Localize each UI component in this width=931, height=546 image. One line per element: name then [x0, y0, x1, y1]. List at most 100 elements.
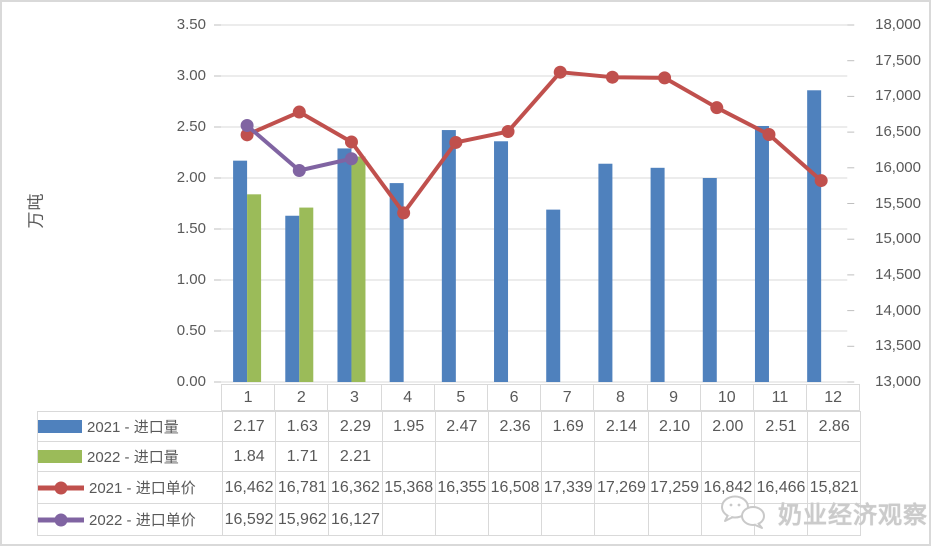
bar-2021 - 进口量 — [650, 167, 665, 382]
line-marker — [710, 101, 724, 115]
line-marker — [658, 71, 672, 85]
table-value-cell — [807, 503, 862, 536]
table-value-cell — [487, 441, 543, 472]
legend-line-swatch-icon — [38, 481, 84, 494]
table-value-cell: 15,821 — [807, 471, 862, 504]
bar-2021 - 进口量 — [285, 215, 300, 382]
table-value-cell — [381, 441, 436, 472]
table-value-cell: 1.95 — [381, 411, 436, 442]
bar-2021 - 进口量 — [807, 90, 822, 382]
month-header-row: 1 2 3 4 5 6 7 8 9 10 11 12 — [220, 384, 861, 411]
table-value-cell: 17,339 — [541, 471, 596, 504]
right-axis-tick: 16,000 — [875, 158, 921, 176]
table-value-cell: 2.00 — [700, 411, 755, 442]
table-value-cell: 15,962 — [275, 503, 330, 536]
table-value-cell: 16,462 — [221, 471, 277, 504]
table-value-cell — [434, 503, 489, 536]
line-series-2022 - 进口单价 — [240, 119, 358, 178]
table-row: 2021 - 进口量 2.17 1.63 2.29 1.95 2.47 2.36 1.69 2.… — [37, 411, 862, 442]
table-value-cell — [700, 503, 755, 536]
left-axis-tick: 3.50 — [176, 16, 206, 33]
bar-2022 - 进口量 — [299, 207, 314, 382]
line-marker — [762, 128, 776, 142]
table-value-cell — [594, 503, 649, 536]
legend-label: 2022 - 进口量 — [87, 449, 179, 466]
line-marker — [344, 135, 358, 149]
bar-2022 - 进口量 — [351, 156, 366, 382]
right-axis-tick: 17,500 — [875, 51, 921, 69]
legend-label: 2021 - 进口量 — [87, 419, 179, 436]
table-value-cell: 2.29 — [328, 411, 383, 442]
gridlines — [214, 24, 855, 383]
right-axis-tick: 13,000 — [875, 373, 921, 390]
right-axis-tick: 14,500 — [875, 265, 921, 283]
table-value-cell: 16,362 — [328, 471, 383, 504]
line-marker — [397, 206, 411, 220]
table-value-cell: 2.14 — [594, 411, 649, 442]
data-table: 2021 - 进口量 2.17 1.63 2.29 1.95 2.47 2.36 1.69 2.… — [37, 411, 862, 536]
table-value-cell: 17,269 — [594, 471, 649, 504]
left-axis-tick: 0.00 — [176, 373, 206, 390]
month-header-cell: 10 — [699, 384, 754, 411]
bar-2021 - 进口量 — [702, 178, 717, 382]
table-value-cell: 2.47 — [434, 411, 489, 442]
table-value-cell — [700, 441, 755, 472]
table-value-cell: 2.17 — [221, 411, 277, 442]
legend-key: 2021 - 进口单价 — [38, 477, 222, 498]
legend-cell: 2022 - 进口单价 — [37, 503, 223, 536]
line-marker — [449, 135, 463, 149]
line-marker — [240, 128, 254, 142]
left-axis-tick: 3.00 — [176, 67, 206, 84]
right-axis-tick: 16,500 — [875, 123, 921, 141]
legend-bar-swatch-icon — [38, 450, 82, 463]
legend-label: 2022 - 进口单价 — [89, 512, 196, 529]
legend-marker — [54, 481, 68, 494]
bar-2022 - 进口量 — [247, 194, 262, 382]
legend-bar-swatch-icon — [38, 420, 82, 433]
line-marker — [501, 125, 515, 139]
bar-2021 - 进口量 — [233, 160, 248, 382]
month-header-cell: 8 — [593, 384, 648, 411]
table-value-cell: 16,842 — [700, 471, 755, 504]
month-header-cell: 2 — [274, 384, 329, 411]
table-value-cell — [381, 503, 436, 536]
table-value-cell — [541, 503, 596, 536]
month-header-cell: 3 — [327, 384, 382, 411]
month-header-cell: 1 — [220, 384, 276, 411]
table-value-cell — [647, 441, 702, 472]
left-axis-tick: 2.00 — [176, 169, 206, 186]
right-axis-tick: 15,500 — [875, 194, 921, 212]
table-value-cell: 1.71 — [275, 441, 330, 472]
table-value-cell: 2.36 — [487, 411, 543, 442]
left-axis-tick: 1.00 — [176, 271, 206, 288]
bar-series-group — [233, 90, 822, 382]
legend-cell: 2021 - 进口单价 — [37, 471, 223, 504]
right-axis-tick: 18,000 — [875, 16, 921, 33]
table-value-cell: 16,592 — [221, 503, 277, 536]
table-value-cell — [594, 441, 649, 472]
table-value-cell — [753, 441, 809, 472]
table-value-cell: 2.51 — [753, 411, 809, 442]
left-axis-tick: 2.50 — [176, 118, 206, 135]
table-row: 2022 - 进口量 1.84 1.71 2.21 — [37, 441, 862, 472]
right-axis-tick: 13,500 — [875, 337, 921, 355]
bar-2021 - 进口量 — [337, 148, 352, 382]
table-value-cell: 17,259 — [647, 471, 702, 504]
table-value-cell — [753, 503, 809, 536]
table-value-cell: 15,368 — [381, 471, 436, 504]
legend-cell: 2021 - 进口量 — [37, 411, 223, 442]
table-value-cell — [487, 503, 543, 536]
line-series-2021 - 进口单价 — [240, 65, 828, 220]
bar-2021 - 进口量 — [754, 125, 769, 382]
line-marker — [292, 164, 306, 178]
table-value-cell — [807, 441, 862, 472]
legend-cell: 2022 - 进口量 — [37, 441, 223, 472]
table-value-cell — [434, 441, 489, 472]
table-row: 2021 - 进口单价 16,462 16,781 16,362 15,368 16,35… — [37, 471, 862, 504]
left-axis-title: 万吨 — [26, 192, 46, 229]
bar-2021 - 进口量 — [546, 209, 561, 382]
month-header-cell: 9 — [646, 384, 701, 411]
legend-label: 2021 - 进口单价 — [89, 480, 196, 497]
month-header-cell: 5 — [433, 384, 488, 411]
